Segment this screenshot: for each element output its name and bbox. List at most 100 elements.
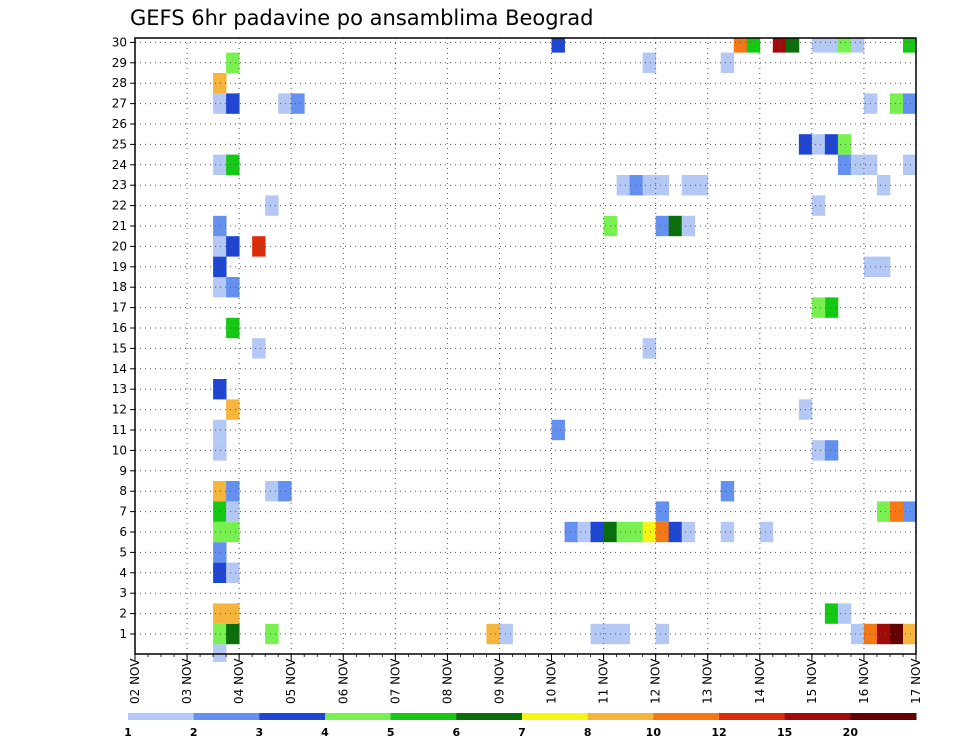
colorbar-segment	[193, 713, 260, 720]
y-tick-label: 2	[119, 607, 127, 621]
heatmap-cell	[213, 215, 227, 237]
heatmap-cell	[824, 38, 839, 53]
heatmap-cell	[876, 501, 891, 522]
heatmap-cell	[226, 562, 240, 583]
heatmap-cells	[213, 38, 917, 662]
colorbar-label: 5	[387, 726, 395, 739]
y-tick-label: 28	[112, 76, 127, 90]
heatmap-cell	[681, 215, 696, 237]
heatmap-cell	[213, 521, 227, 543]
heatmap-cell	[850, 38, 865, 53]
heatmap-cell	[837, 603, 852, 624]
colorbar-label: 4	[321, 726, 329, 739]
heatmap-cell	[226, 52, 240, 73]
y-tick-label: 3	[119, 586, 127, 600]
y-tick-label: 8	[119, 484, 127, 498]
heatmap-cell	[837, 38, 852, 53]
x-tick-label: 10 NOV	[545, 658, 559, 704]
colorbar-label: 2	[190, 726, 198, 739]
y-axis: 1234567891011121314151617181920212223242…	[112, 35, 135, 641]
heatmap-cell	[213, 501, 227, 522]
heatmap-cell	[720, 52, 735, 73]
y-tick-label: 13	[112, 382, 127, 396]
colorbar-label: 6	[453, 726, 461, 739]
heatmap-cell	[278, 93, 292, 114]
heatmap-cell	[213, 542, 227, 563]
y-tick-label: 29	[112, 56, 127, 70]
x-tick-label: 17 NOV	[909, 658, 923, 704]
heatmap-cell	[213, 623, 227, 645]
heatmap-cell	[590, 623, 604, 645]
x-tick-label: 14 NOV	[753, 658, 767, 704]
y-tick-label: 4	[119, 566, 127, 580]
y-tick-label: 14	[112, 362, 127, 376]
x-tick-label: 13 NOV	[701, 658, 715, 704]
colorbar-segment	[390, 713, 457, 720]
heatmap-cell	[720, 481, 735, 502]
heatmap-cell	[564, 521, 578, 543]
heatmap-cell	[486, 623, 500, 645]
heatmap-cell	[824, 297, 839, 318]
heatmap-cell	[733, 38, 748, 53]
heatmap-cell	[811, 134, 826, 155]
heatmap-cell	[902, 154, 917, 175]
y-tick-label: 1	[119, 627, 127, 641]
heatmap-cell	[876, 175, 891, 196]
heatmap-cell	[629, 521, 644, 543]
y-tick-label: 6	[119, 525, 127, 539]
heatmap-cell	[226, 603, 240, 624]
heatmap-cell	[252, 338, 266, 359]
heatmap-cell	[590, 521, 604, 543]
heatmap-cell	[265, 195, 279, 216]
heatmap-cell	[226, 399, 240, 420]
heatmap-cell	[811, 195, 826, 216]
heatmap-cell	[551, 38, 565, 53]
heatmap-cell	[616, 521, 631, 543]
colorbar-label: 10	[646, 726, 662, 739]
colorbar-segment	[325, 713, 392, 720]
y-tick-label: 5	[119, 545, 127, 559]
y-tick-label: 30	[112, 35, 127, 49]
colorbar-label: 1	[124, 726, 132, 739]
y-tick-label: 9	[119, 464, 127, 478]
colorbar-segment	[850, 713, 917, 720]
heatmap-cell	[876, 623, 891, 645]
colorbar-label: 3	[256, 726, 264, 739]
heatmap-cell	[213, 73, 227, 94]
heatmap-cell	[902, 623, 917, 645]
heatmap-cell	[226, 623, 240, 645]
heatmap-cell	[551, 419, 565, 441]
colorbar-label: 20	[843, 726, 859, 739]
heatmap-cell	[213, 562, 227, 583]
heatmap-cell	[629, 175, 644, 196]
heatmap-cell	[213, 603, 227, 624]
heatmap-cell	[213, 379, 227, 400]
y-tick-label: 10	[112, 443, 127, 457]
heatmap-cell	[902, 501, 917, 522]
heatmap-cell	[655, 623, 670, 645]
heatmap-cell	[824, 440, 839, 461]
x-tick-label: 04 NOV	[232, 658, 246, 704]
heatmap-cell	[902, 93, 917, 114]
y-tick-label: 22	[112, 199, 127, 213]
heatmap-cell	[226, 93, 240, 114]
heatmap-cell	[655, 175, 670, 196]
colorbar-label: 15	[777, 726, 792, 739]
heatmap-cell	[291, 93, 305, 114]
x-tick-label: 03 NOV	[180, 658, 194, 704]
colorbar-segment	[784, 713, 851, 720]
heatmap-cell	[213, 481, 227, 502]
heatmap-cell	[213, 93, 227, 114]
colorbar-segment	[719, 713, 786, 720]
heatmap-cell	[876, 256, 891, 277]
heatmap-cell	[759, 521, 774, 543]
x-tick-label: 12 NOV	[649, 658, 663, 704]
x-tick-label: 16 NOV	[857, 658, 871, 704]
heatmap-cell	[681, 175, 696, 196]
y-tick-label: 27	[112, 97, 127, 111]
colorbar-segment	[128, 713, 195, 720]
heatmap-cell	[655, 215, 670, 237]
heatmap-cell	[889, 93, 904, 114]
colorbar-segment	[456, 713, 523, 720]
